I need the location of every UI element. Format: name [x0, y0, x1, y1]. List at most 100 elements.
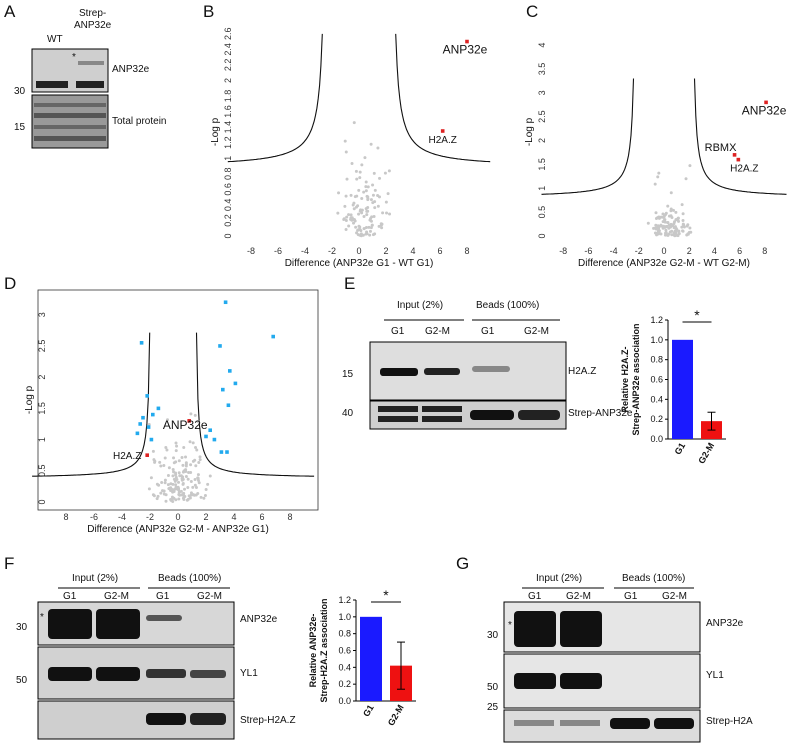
protein-point: [381, 211, 385, 215]
x-tick-label: -4: [118, 512, 126, 522]
y-tick-label: 1.2: [650, 315, 663, 325]
panel-label-f: F: [4, 554, 15, 573]
panel-f-blot: [37, 587, 235, 740]
asterisk-g: *: [508, 620, 512, 631]
y-tick-label: 0.4: [223, 199, 233, 212]
protein-point: [184, 455, 188, 459]
x-tick-label: -8: [559, 246, 567, 256]
highlight-label: RBMX: [705, 142, 737, 154]
x-axis-label: Difference (ANP32e G2-M - WT G2-M): [578, 258, 750, 269]
mw-15-a: 15: [14, 122, 26, 133]
protein-point: [688, 226, 692, 230]
protein-point: [188, 496, 192, 500]
x-tick-label: -6: [584, 246, 592, 256]
protein-point: [688, 164, 692, 168]
protein-point: [384, 200, 388, 204]
protein-point: [352, 121, 356, 125]
highlight-label: H2A.Z: [730, 164, 758, 175]
significant-point: [156, 406, 161, 411]
y-tick-label: 0.0: [338, 696, 351, 706]
protein-point: [371, 183, 375, 187]
protein-point: [355, 231, 359, 235]
protein-point: [364, 225, 368, 229]
protein-point: [654, 211, 658, 215]
protein-point: [351, 203, 355, 207]
protein-point: [359, 208, 363, 212]
protein-point: [189, 463, 193, 467]
protein-point: [666, 204, 670, 208]
lane-g1-beads-e: G1: [481, 326, 495, 337]
y-tick-label: 1.6: [223, 105, 233, 118]
protein-point: [183, 487, 187, 491]
lane-g2m-input-f: G2-M: [104, 591, 129, 602]
protein-point: [342, 217, 346, 221]
protein-point: [358, 170, 362, 174]
x-tick-label: 0: [175, 512, 180, 522]
x-tick-label: -2: [146, 512, 154, 522]
row-label-anp32e-f: ANP32e: [240, 614, 278, 625]
protein-point: [377, 224, 381, 228]
x-tick-label: 4: [231, 512, 236, 522]
significant-point: [219, 450, 224, 454]
protein-point: [357, 212, 361, 216]
y-tick-label: 1.8: [223, 90, 233, 103]
panel-a-blot: [31, 48, 109, 149]
protein-point: [193, 493, 197, 497]
protein-point: [177, 480, 181, 484]
y-tick-label: 0.5: [37, 465, 47, 478]
protein-point: [155, 497, 159, 501]
protein-point: [344, 194, 348, 198]
protein-point: [189, 471, 193, 475]
x-tick-label: G1: [673, 441, 688, 456]
lane-g1-input-g: G1: [528, 591, 542, 602]
protein-point: [662, 224, 666, 228]
protein-point: [358, 225, 362, 229]
y-tick-label: 0.2: [338, 679, 351, 689]
protein-point: [364, 180, 368, 184]
protein-point: [162, 492, 166, 496]
y-tick-label: 0.0: [650, 434, 663, 444]
asterisk-a: *: [72, 52, 76, 63]
protein-point: [367, 225, 371, 229]
highlight-label: H2A.Z: [113, 451, 141, 462]
lane-g1-beads-g: G1: [624, 591, 638, 602]
protein-point: [674, 210, 678, 214]
protein-point: [653, 182, 657, 186]
protein-point: [681, 212, 685, 216]
significant-point: [208, 428, 212, 433]
row-label-strep-anp32e-e: Strep-ANP32e: [568, 408, 633, 419]
x-tick-label: 4: [410, 246, 415, 256]
protein-point: [677, 229, 681, 233]
volcano-plot-d: 8 -6 -4 -2 0 2 4 6 8 0 0.5 1 1.5 2 2.5 3 Difference (ANP…: [24, 289, 319, 535]
row-label-anp32e-g: ANP32e: [706, 618, 744, 629]
protein-point: [663, 218, 667, 222]
protein-point: [337, 191, 341, 195]
protein-point: [664, 228, 668, 232]
mw-30-f: 30: [16, 622, 28, 633]
protein-point: [671, 208, 675, 212]
protein-point: [357, 188, 361, 192]
protein-point: [203, 493, 207, 497]
y-tick-label: 0.4: [650, 394, 663, 404]
y-tick-label: 0.5: [537, 206, 547, 219]
panel-label-b: B: [203, 2, 215, 21]
protein-point: [373, 200, 377, 204]
x-tick-label: G2-M: [696, 441, 716, 465]
band-strep-anp32e-upper: [78, 61, 104, 65]
y-tick-label: 0: [37, 499, 47, 504]
protein-point: [681, 218, 685, 222]
x-tick-label: -2: [328, 246, 336, 256]
protein-point: [181, 470, 185, 474]
bar-g1: [672, 339, 693, 439]
protein-point: [347, 224, 351, 228]
protein-point: [191, 441, 195, 445]
protein-point: [164, 499, 168, 503]
y-tick-label: 1.5: [37, 402, 47, 415]
protein-point: [349, 213, 353, 217]
protein-point: [673, 220, 677, 224]
protein-point: [153, 460, 157, 464]
protein-point: [169, 489, 173, 493]
protein-point: [674, 230, 678, 234]
protein-point: [355, 177, 359, 181]
bar-chart-f: 0.0 0.2 0.4 0.6 0.8 1.0 1.2 Relative ANP32e- Str…: [308, 587, 416, 727]
